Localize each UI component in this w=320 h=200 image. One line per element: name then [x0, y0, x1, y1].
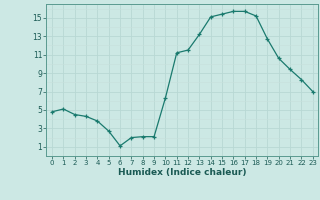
X-axis label: Humidex (Indice chaleur): Humidex (Indice chaleur): [118, 168, 247, 177]
